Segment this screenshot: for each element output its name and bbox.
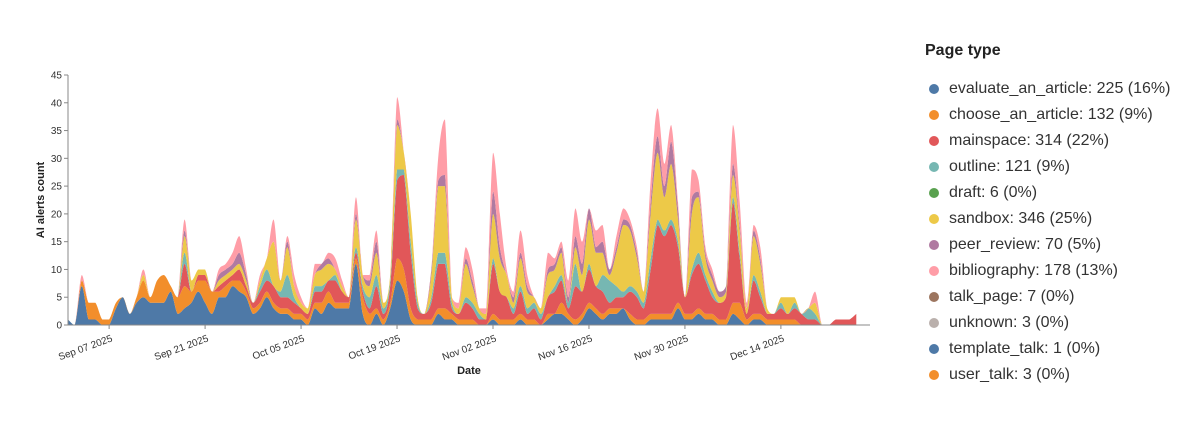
legend-label: outline: 121 (9%) bbox=[949, 158, 1070, 175]
x-tick-label: Oct 05 2025 bbox=[251, 333, 306, 362]
legend-item-peer_review: peer_review: 70 (5%) bbox=[925, 232, 1175, 258]
legend-label: sandbox: 346 (25%) bbox=[949, 210, 1093, 227]
y-tick-label: 0 bbox=[56, 321, 62, 332]
legend-item-bibliography: bibliography: 178 (13%) bbox=[925, 258, 1175, 284]
legend-items: evaluate_an_article: 225 (16%) choose_an_… bbox=[925, 76, 1175, 388]
legend-label: user_talk: 3 (0%) bbox=[949, 366, 1070, 383]
area-bibliography bbox=[68, 97, 857, 325]
legend-swatch bbox=[929, 292, 939, 302]
legend-item-sandbox: sandbox: 346 (25%) bbox=[925, 206, 1175, 232]
legend-swatch bbox=[929, 266, 939, 276]
legend-label: template_talk: 1 (0%) bbox=[949, 340, 1101, 357]
legend-label: mainspace: 314 (22%) bbox=[949, 132, 1110, 149]
legend-swatch bbox=[929, 214, 939, 224]
legend-item-evaluate_an_article: evaluate_an_article: 225 (16%) bbox=[925, 76, 1175, 102]
x-tick-label: Nov 30 2025 bbox=[633, 333, 690, 363]
legend-label: unknown: 3 (0%) bbox=[949, 314, 1070, 331]
y-tick-label: 40 bbox=[51, 98, 63, 109]
x-axis: Sep 07 2025 Sep 21 2025 Oct 05 2025 Oct 19 … bbox=[57, 324, 870, 363]
legend-swatch bbox=[929, 110, 939, 120]
legend-swatch bbox=[929, 318, 939, 328]
legend-item-template_talk: template_talk: 1 (0%) bbox=[925, 336, 1175, 362]
legend-swatch bbox=[929, 344, 939, 354]
legend-swatch bbox=[929, 162, 939, 172]
y-axis: 0 5 10 15 20 25 30 35 40 45 bbox=[51, 71, 69, 332]
legend-swatch bbox=[929, 188, 939, 198]
y-tick-label: 35 bbox=[51, 126, 63, 137]
y-tick-label: 45 bbox=[51, 71, 63, 82]
y-tick-label: 15 bbox=[51, 237, 63, 248]
legend-item-talk_page: talk_page: 7 (0%) bbox=[925, 284, 1175, 310]
legend-label: evaluate_an_article: 225 (16%) bbox=[949, 80, 1171, 97]
area-peer_review bbox=[68, 119, 857, 325]
legend-swatch bbox=[929, 136, 939, 146]
legend-item-outline: outline: 121 (9%) bbox=[925, 154, 1175, 180]
stacked-area-chart: 0 5 10 15 20 25 30 35 40 45 Sep 07 2025 Sep 21 202… bbox=[35, 71, 870, 377]
x-axis-label: Date bbox=[457, 365, 481, 377]
legend: Page type evaluate_an_article: 225 (16%)… bbox=[925, 42, 1175, 388]
y-tick-label: 30 bbox=[51, 154, 63, 165]
x-tick-label: Nov 02 2025 bbox=[441, 333, 498, 363]
area-outline bbox=[68, 169, 857, 325]
legend-label: peer_review: 70 (5%) bbox=[949, 236, 1102, 253]
legend-label: bibliography: 178 (13%) bbox=[949, 262, 1118, 279]
x-tick-label: Dec 14 2025 bbox=[729, 333, 786, 363]
y-tick-label: 5 bbox=[56, 293, 62, 304]
y-axis-label: AI alerts count bbox=[35, 161, 47, 238]
area-mainspace bbox=[68, 175, 857, 325]
legend-swatch bbox=[929, 84, 939, 94]
x-tick-label: Sep 07 2025 bbox=[57, 333, 114, 363]
area-evaluate_an_article bbox=[68, 263, 857, 325]
y-tick-label: 20 bbox=[51, 209, 63, 220]
legend-label: choose_an_article: 132 (9%) bbox=[949, 106, 1153, 123]
area-choose_an_article bbox=[68, 258, 857, 325]
area-layers bbox=[68, 97, 857, 325]
legend-item-mainspace: mainspace: 314 (22%) bbox=[925, 128, 1175, 154]
x-tick-label: Oct 19 2025 bbox=[347, 333, 402, 362]
legend-item-choose_an_article: choose_an_article: 132 (9%) bbox=[925, 102, 1175, 128]
legend-item-user_talk: user_talk: 3 (0%) bbox=[925, 362, 1175, 388]
x-tick-label: Sep 21 2025 bbox=[153, 333, 210, 363]
legend-swatch bbox=[929, 370, 939, 380]
legend-swatch bbox=[929, 240, 939, 250]
legend-item-unknown: unknown: 3 (0%) bbox=[925, 310, 1175, 336]
legend-title: Page type bbox=[925, 42, 1001, 59]
legend-label: talk_page: 7 (0%) bbox=[949, 288, 1075, 305]
area-sandbox bbox=[68, 125, 857, 325]
legend-item-draft: draft: 6 (0%) bbox=[925, 180, 1175, 206]
legend-label: draft: 6 (0%) bbox=[949, 184, 1038, 201]
y-tick-label: 10 bbox=[51, 265, 63, 276]
x-tick-label: Nov 16 2025 bbox=[537, 333, 594, 363]
y-tick-label: 25 bbox=[51, 182, 63, 193]
